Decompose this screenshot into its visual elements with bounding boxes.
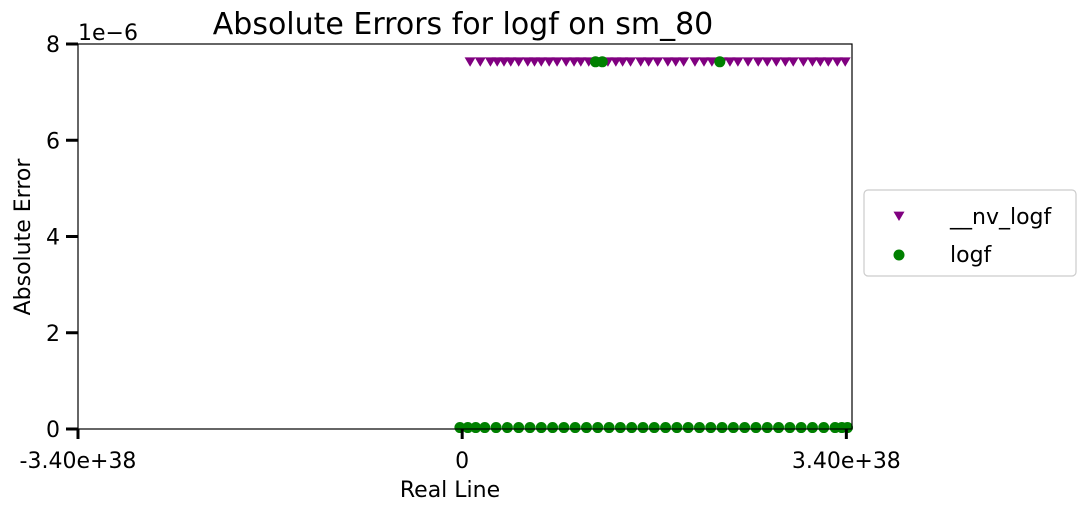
point-0-14 bbox=[575, 57, 587, 67]
point-0-35 bbox=[761, 57, 773, 67]
point-0-10 bbox=[543, 57, 555, 67]
point-0-12 bbox=[560, 57, 572, 67]
point-1-25 bbox=[693, 422, 705, 434]
point-1-15 bbox=[580, 422, 592, 434]
point-0-44 bbox=[839, 57, 851, 67]
point-1-5 bbox=[470, 422, 482, 434]
point-0-43 bbox=[831, 57, 843, 67]
legend-marker-nv-logf bbox=[893, 211, 905, 221]
y-axis-offset-label: 1e−6 bbox=[78, 21, 138, 46]
point-1-11 bbox=[535, 422, 547, 434]
point-0-31 bbox=[724, 57, 736, 67]
point-0-26 bbox=[678, 57, 690, 67]
point-0-20 bbox=[625, 57, 637, 67]
y-axis-label: Absolute Error bbox=[11, 158, 36, 316]
legend-label-logf: logf bbox=[950, 243, 993, 268]
point-1-8 bbox=[501, 422, 513, 434]
point-1-13 bbox=[558, 422, 570, 434]
point-1-33 bbox=[784, 422, 796, 434]
point-0-27 bbox=[689, 57, 701, 67]
point-1-22 bbox=[660, 422, 672, 434]
point-1-20 bbox=[637, 422, 649, 434]
point-0-39 bbox=[797, 57, 809, 67]
point-0-28 bbox=[698, 57, 710, 67]
point-1-18 bbox=[614, 422, 626, 434]
point-0-0 bbox=[464, 57, 476, 67]
point-1-36 bbox=[818, 422, 830, 434]
legend-label-nv-logf: __nv_logf bbox=[949, 205, 1053, 230]
point-1-31 bbox=[761, 422, 773, 434]
data-marks bbox=[454, 56, 853, 434]
point-0-19 bbox=[617, 57, 629, 67]
legend-frame bbox=[863, 189, 1077, 277]
point-0-29 bbox=[706, 57, 718, 67]
point-1-2 bbox=[714, 56, 726, 68]
y-tick-label-1: 2 bbox=[46, 322, 60, 347]
point-0-38 bbox=[787, 57, 799, 67]
point-1-19 bbox=[626, 422, 638, 434]
point-0-1 bbox=[474, 57, 486, 67]
point-0-21 bbox=[635, 57, 647, 67]
point-1-7 bbox=[490, 422, 502, 434]
point-0-42 bbox=[822, 57, 834, 67]
x-tick-label-2: 3.40e+38 bbox=[792, 449, 901, 474]
point-1-10 bbox=[524, 422, 536, 434]
point-0-41 bbox=[814, 57, 826, 67]
legend-marker-logf bbox=[893, 249, 905, 261]
point-0-22 bbox=[643, 57, 655, 67]
point-1-21 bbox=[648, 422, 660, 434]
point-1-9 bbox=[513, 422, 525, 434]
point-1-35 bbox=[806, 422, 818, 434]
point-1-4 bbox=[462, 422, 474, 434]
point-0-6 bbox=[513, 57, 525, 67]
point-1-39 bbox=[841, 422, 853, 434]
point-0-23 bbox=[652, 57, 664, 67]
point-0-32 bbox=[732, 57, 744, 67]
point-1-6 bbox=[479, 422, 491, 434]
point-1-26 bbox=[705, 422, 717, 434]
y-tick-label-3: 6 bbox=[46, 129, 60, 154]
point-0-24 bbox=[662, 57, 674, 67]
point-0-36 bbox=[770, 57, 782, 67]
point-1-28 bbox=[727, 422, 739, 434]
x-axis-ticks: -3.40e+38 0 3.40e+38 bbox=[20, 429, 901, 474]
y-tick-label-0: 0 bbox=[46, 418, 60, 443]
point-0-34 bbox=[752, 57, 764, 67]
point-0-37 bbox=[779, 57, 791, 67]
point-1-29 bbox=[739, 422, 751, 434]
point-1-17 bbox=[603, 422, 615, 434]
point-0-25 bbox=[670, 57, 682, 67]
point-1-23 bbox=[671, 422, 683, 434]
point-1-32 bbox=[773, 422, 785, 434]
chart-title: Absolute Errors for logf on sm_80 bbox=[213, 7, 714, 42]
point-1-27 bbox=[716, 422, 728, 434]
x-axis-label: Real Line bbox=[400, 478, 500, 503]
point-1-24 bbox=[682, 422, 694, 434]
point-1-14 bbox=[569, 422, 581, 434]
point-1-1 bbox=[596, 56, 608, 68]
x-tick-label-1: 0 bbox=[455, 449, 469, 474]
y-tick-label-4: 8 bbox=[46, 33, 60, 58]
point-1-34 bbox=[795, 422, 807, 434]
y-axis-ticks: 0 2 4 6 8 bbox=[46, 33, 78, 443]
plot-area-frame bbox=[77, 43, 853, 430]
point-0-40 bbox=[806, 57, 818, 67]
point-0-33 bbox=[742, 57, 754, 67]
legend: __nv_logf logf bbox=[863, 189, 1077, 277]
point-1-30 bbox=[750, 422, 762, 434]
point-0-9 bbox=[535, 57, 547, 67]
point-1-16 bbox=[592, 422, 604, 434]
point-1-12 bbox=[547, 422, 559, 434]
point-0-5 bbox=[505, 57, 517, 67]
y-tick-label-2: 4 bbox=[46, 226, 60, 251]
x-tick-label-0: -3.40e+38 bbox=[20, 449, 137, 474]
point-0-11 bbox=[551, 57, 563, 67]
